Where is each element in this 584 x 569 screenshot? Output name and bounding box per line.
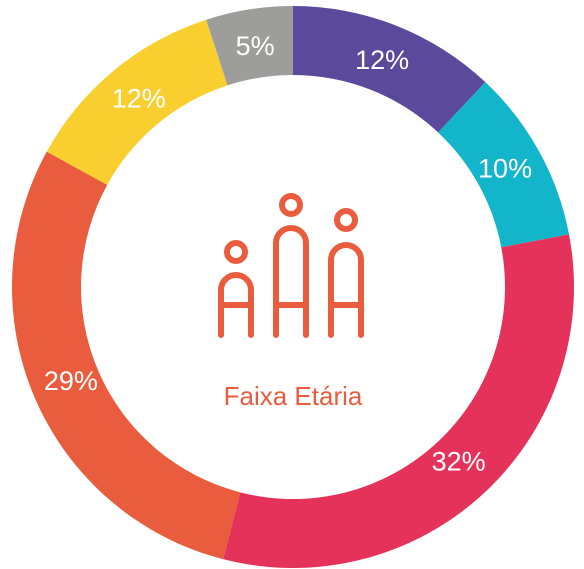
chart-title: Faixa Etária [224,381,363,411]
data-label: 32% [432,447,486,477]
data-label: 12% [112,84,166,114]
data-label: 29% [44,366,98,396]
donut-segment [223,234,574,568]
data-label: 12% [355,45,409,75]
data-label: 10% [478,154,532,184]
family-icon [218,193,364,338]
donut-segment [293,6,486,133]
donut-segment [12,151,241,560]
data-label: 5% [236,31,275,61]
donut-segment [206,6,293,86]
donut-segment [46,19,228,185]
donut-segment [438,82,570,248]
